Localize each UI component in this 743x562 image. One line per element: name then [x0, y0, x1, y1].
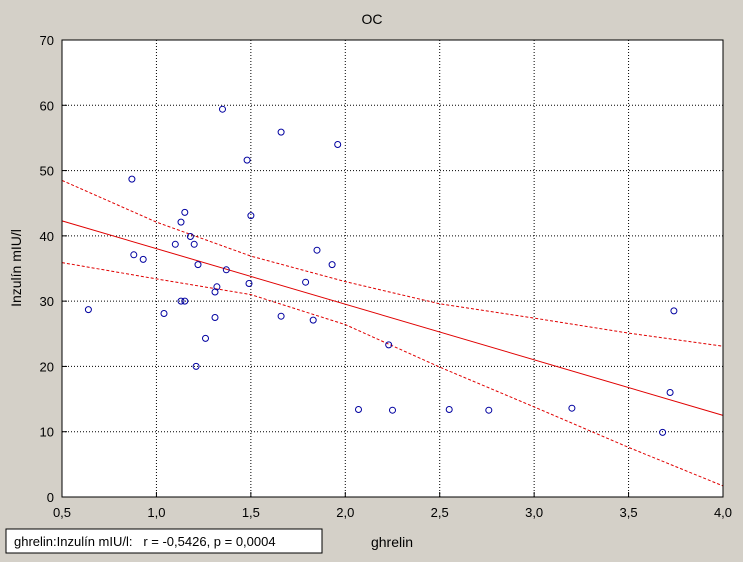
data-point	[277, 312, 285, 320]
data-point	[128, 175, 136, 183]
data-point	[194, 261, 202, 269]
x-tick-label: 0,5	[53, 505, 71, 520]
chart-title: OC	[362, 11, 383, 27]
x-tick-label: 3,0	[525, 505, 543, 520]
data-point	[247, 212, 255, 220]
stats-box: ghrelin:Inzulín mIU/l: r = -0,5426, p = …	[5, 528, 323, 554]
data-point	[190, 240, 198, 248]
plot-area	[61, 39, 724, 498]
y-tick-label: 0	[47, 490, 54, 505]
data-point	[84, 306, 92, 314]
data-point	[160, 310, 168, 317]
regression-line	[61, 220, 724, 416]
data-point	[177, 218, 185, 226]
data-point	[171, 240, 179, 248]
y-tick-label: 60	[40, 98, 54, 113]
data-point	[222, 266, 230, 274]
data-point	[302, 278, 310, 286]
data-point	[328, 261, 336, 269]
data-point	[181, 297, 189, 305]
data-point	[245, 280, 253, 287]
data-point	[309, 316, 317, 324]
data-point	[334, 141, 342, 148]
data-point	[177, 297, 185, 305]
data-points	[84, 105, 678, 436]
x-axis-title: ghrelin	[371, 534, 413, 550]
data-point	[181, 208, 189, 216]
data-point	[186, 233, 194, 240]
data-point	[568, 404, 576, 412]
data-point	[385, 341, 393, 349]
x-tick-label: 1,0	[147, 505, 165, 520]
data-point	[219, 105, 226, 113]
plot-border	[61, 39, 724, 498]
data-point	[355, 406, 362, 413]
data-point	[211, 314, 219, 321]
stats-label: ghrelin:Inzulín mIU/l: r = -0,5426, p = …	[14, 534, 276, 549]
y-tick-label: 50	[40, 164, 54, 179]
confidence-band	[61, 179, 724, 487]
y-axis-ticks: 0 10 20 30 40 50 60 70	[40, 33, 67, 505]
x-axis-ticks: 0,5 1,0 1,5 2,0 2,5 3,0 3,5 4,0	[53, 492, 732, 520]
x-tick-label: 2,0	[336, 505, 354, 520]
data-point	[445, 406, 453, 413]
data-point	[243, 156, 251, 164]
data-point	[277, 128, 285, 136]
x-tick-label: 4,0	[714, 505, 732, 520]
data-point	[313, 246, 321, 254]
regression-line-group	[61, 220, 724, 416]
data-point	[213, 283, 221, 291]
data-point	[202, 334, 209, 342]
x-tick-label: 1,5	[242, 505, 260, 520]
y-tick-label: 10	[40, 425, 54, 440]
stats-box-frame	[5, 528, 323, 554]
data-point	[130, 251, 138, 259]
x-tick-label: 3,5	[620, 505, 638, 520]
data-point	[659, 428, 667, 436]
data-point	[670, 307, 678, 315]
data-point	[192, 362, 200, 370]
y-tick-label: 40	[40, 229, 54, 244]
data-point	[389, 406, 396, 414]
x-tick-label: 2,5	[431, 505, 449, 520]
y-axis-title: Inzulín mIU/l	[8, 229, 24, 307]
data-point	[666, 389, 674, 396]
y-tick-label: 20	[40, 359, 54, 374]
y-tick-label: 70	[40, 33, 54, 48]
grid-lines	[62, 40, 723, 497]
y-tick-label: 30	[40, 294, 54, 309]
confidence-band-lower	[61, 262, 724, 487]
data-point	[485, 406, 493, 414]
data-point	[139, 255, 147, 263]
